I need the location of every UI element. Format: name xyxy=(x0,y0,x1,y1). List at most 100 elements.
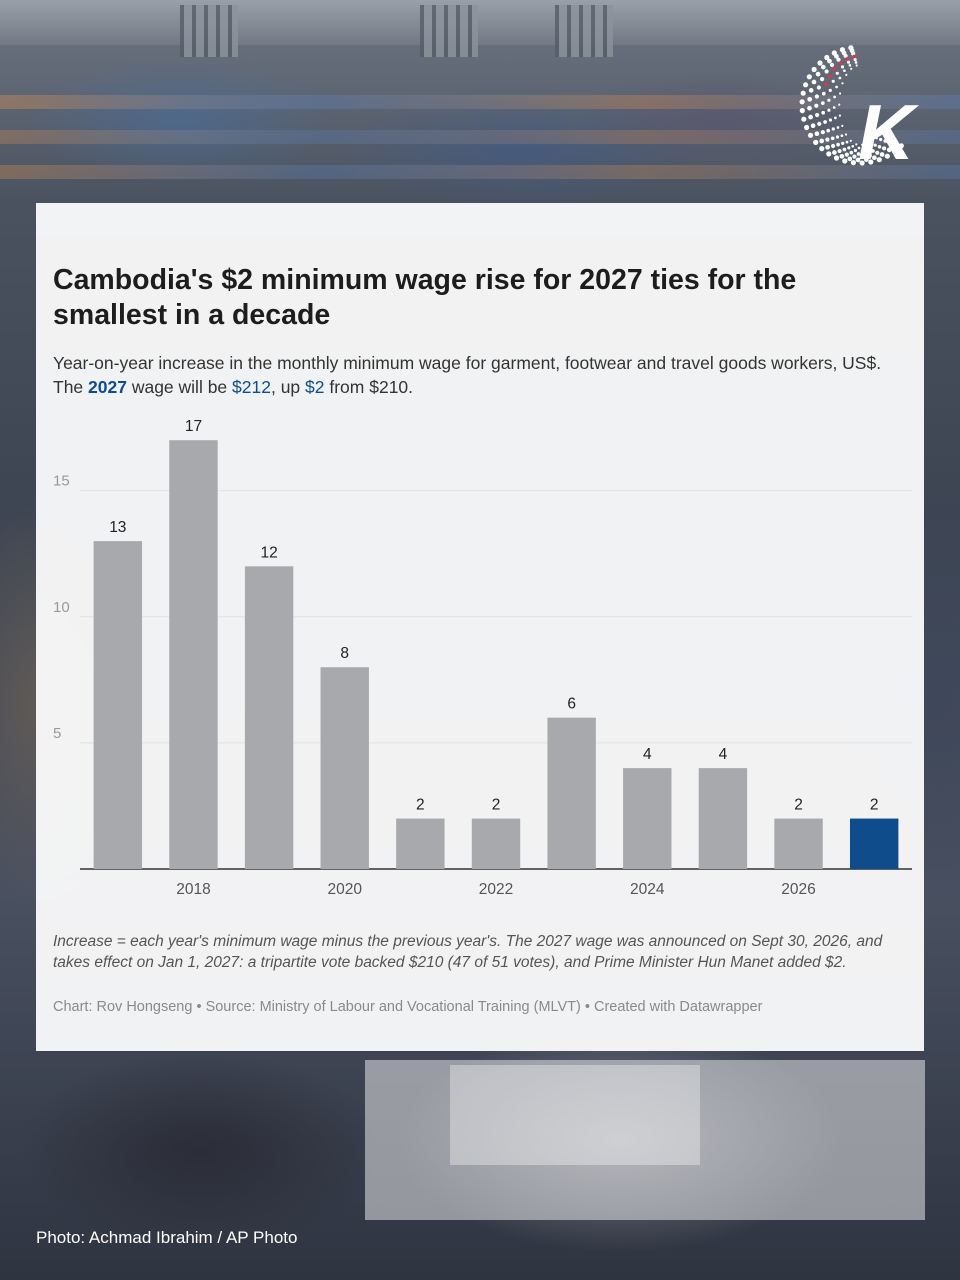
data-label: 12 xyxy=(260,544,277,561)
logo-dot xyxy=(824,82,829,87)
logo-dot xyxy=(871,135,874,138)
logo-dot xyxy=(819,146,825,152)
logo-dot xyxy=(837,148,842,154)
logo-dot xyxy=(827,58,832,64)
window xyxy=(420,5,478,57)
logo-dot xyxy=(820,77,825,82)
logo-dot xyxy=(883,139,888,143)
logo-dot xyxy=(851,144,855,148)
logo-dot xyxy=(817,121,822,126)
logo-dot xyxy=(873,143,877,147)
logo-dot xyxy=(838,114,841,117)
logo-dot xyxy=(813,139,819,145)
logo-dot xyxy=(831,143,836,149)
subtitle-highlight-wage: $212 xyxy=(232,377,271,397)
logo-dot xyxy=(810,123,816,129)
logo-dot xyxy=(814,131,820,137)
logo-dot xyxy=(821,110,826,115)
worker-row xyxy=(0,95,960,109)
logo-dot xyxy=(815,71,821,77)
bar-2025 xyxy=(698,768,748,869)
logo-dot xyxy=(867,147,871,151)
logo-letter: K xyxy=(858,88,920,175)
data-label: 2 xyxy=(416,797,425,814)
subtitle-text: wage will be xyxy=(126,377,233,397)
logo-dot xyxy=(817,60,823,66)
logo-dot xyxy=(845,73,848,76)
bar-2027 xyxy=(849,818,899,869)
logo-dot xyxy=(845,57,849,61)
logo-dot xyxy=(848,64,852,67)
bar-chart: 5 10 15 13 17 12 8 2 2 6 4 4 2 2 2018 2020 2022 2024 2026 xyxy=(53,418,912,898)
logo-dot xyxy=(811,66,817,73)
logo-dot xyxy=(852,154,857,159)
logo-dot xyxy=(824,54,830,61)
subtitle-text: Year-on-year increase in the monthly min… xyxy=(53,353,882,397)
data-label: 13 xyxy=(109,519,126,536)
logo-dot xyxy=(821,91,826,96)
logo-dot xyxy=(831,127,835,131)
logo-dot xyxy=(826,151,832,157)
logo-dot xyxy=(840,65,845,69)
logo-dot xyxy=(832,150,837,155)
logo-dot xyxy=(875,136,878,140)
logo-dot xyxy=(846,60,851,64)
bar-2018 xyxy=(169,440,218,869)
logo-dot xyxy=(869,142,873,146)
logo-dot xyxy=(841,141,845,145)
logo-dot xyxy=(806,74,812,80)
logo-dot xyxy=(835,71,839,75)
logo-dot xyxy=(814,103,819,108)
photo-credit: Photo: Achmad Ibrahim / AP Photo xyxy=(36,1228,298,1247)
logo-dot xyxy=(841,82,844,85)
logo-dot xyxy=(824,69,829,74)
chart-subtitle: Year-on-year increase in the monthly min… xyxy=(53,351,903,399)
logo-dot xyxy=(827,108,831,112)
logo-dot xyxy=(836,142,840,147)
logo-dot xyxy=(860,149,864,153)
logo-dot xyxy=(863,157,869,162)
logo-dot xyxy=(803,82,809,88)
logo-dot xyxy=(816,85,821,90)
x-tick-label: 2018 xyxy=(176,881,210,898)
logo-dot xyxy=(828,118,832,122)
chart-card: Cambodia's $2 minimum wage rise for 2027… xyxy=(36,203,924,1051)
logo-dot xyxy=(842,147,847,152)
logo-dot xyxy=(853,58,857,62)
logo-dot xyxy=(838,103,841,106)
logo-dot xyxy=(826,128,831,133)
logo-dot xyxy=(898,143,904,149)
logo-dot xyxy=(838,61,843,66)
logo-dot xyxy=(833,95,836,99)
window xyxy=(555,5,613,57)
logo-dot xyxy=(888,140,893,145)
subtitle-text: , up xyxy=(270,377,306,397)
worker-row xyxy=(0,165,960,179)
logo-dot xyxy=(838,76,842,80)
logo-dot xyxy=(840,134,844,138)
globe-dots-logo: K xyxy=(799,45,920,175)
logo-dot xyxy=(828,88,832,92)
data-label: 6 xyxy=(567,696,576,713)
bar-2021 xyxy=(396,818,445,869)
logo-dot xyxy=(836,126,840,129)
logo-dot xyxy=(820,64,826,70)
logo-dot xyxy=(843,53,848,58)
bar-2019 xyxy=(244,566,294,869)
logo-dot xyxy=(820,130,825,135)
data-label: 2 xyxy=(870,797,879,814)
logo-dot xyxy=(834,116,837,120)
logo-dot xyxy=(893,141,898,147)
data-label: 4 xyxy=(719,746,728,763)
logo-dot xyxy=(814,94,819,99)
logo-dot xyxy=(807,96,813,102)
ceiling xyxy=(0,0,960,45)
sewing-machine xyxy=(450,1065,700,1165)
bar-2017 xyxy=(93,541,143,869)
chart-credit: Chart: Rov Hongseng • Source: Ministry o… xyxy=(53,999,763,1015)
x-tick-label: 2020 xyxy=(327,881,362,898)
logo-dot xyxy=(820,101,825,105)
logo-dot xyxy=(832,67,837,71)
logo-dot xyxy=(855,143,858,146)
logo-dot xyxy=(836,57,841,62)
